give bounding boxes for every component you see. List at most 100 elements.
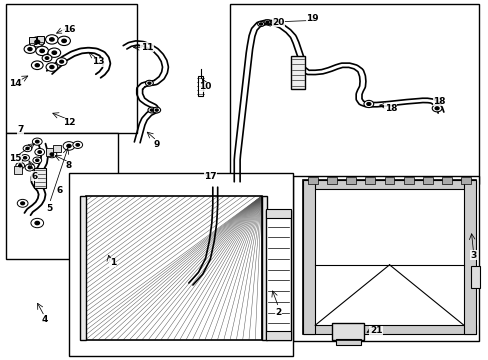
Bar <box>422 177 432 184</box>
Bar <box>290 56 305 89</box>
Circle shape <box>38 151 41 153</box>
Circle shape <box>148 82 151 84</box>
Circle shape <box>45 35 58 44</box>
Bar <box>5 134 118 259</box>
Text: 9: 9 <box>153 140 160 149</box>
Bar <box>266 209 290 218</box>
Text: 18: 18 <box>432 96 445 105</box>
Text: 15: 15 <box>9 154 21 163</box>
Bar <box>37 36 44 42</box>
Bar <box>384 177 394 184</box>
Text: 14: 14 <box>9 79 21 88</box>
Circle shape <box>26 147 29 149</box>
Circle shape <box>431 105 441 112</box>
Circle shape <box>35 221 40 225</box>
Bar <box>30 43 34 45</box>
Text: 21: 21 <box>369 326 382 335</box>
Circle shape <box>150 109 153 111</box>
Bar <box>293 176 478 341</box>
Circle shape <box>40 49 44 53</box>
Text: 17: 17 <box>203 172 216 181</box>
Text: 8: 8 <box>66 161 72 170</box>
Circle shape <box>25 164 35 171</box>
Circle shape <box>32 138 42 145</box>
Text: 18: 18 <box>384 104 396 113</box>
Text: 10: 10 <box>199 82 211 91</box>
Circle shape <box>45 57 49 59</box>
Circle shape <box>31 61 43 69</box>
Bar <box>441 177 451 184</box>
Circle shape <box>36 46 48 55</box>
Text: 3: 3 <box>469 251 476 260</box>
Circle shape <box>50 66 54 68</box>
Circle shape <box>60 60 63 63</box>
Circle shape <box>36 140 39 143</box>
Bar <box>69 173 293 356</box>
Bar <box>326 177 336 184</box>
Circle shape <box>62 39 66 42</box>
Circle shape <box>76 144 79 146</box>
Text: 20: 20 <box>272 18 284 27</box>
Circle shape <box>50 153 54 156</box>
Bar <box>461 177 470 184</box>
Circle shape <box>264 20 270 25</box>
Text: 19: 19 <box>306 14 319 23</box>
Text: 4: 4 <box>41 315 48 324</box>
Circle shape <box>265 21 268 23</box>
Circle shape <box>28 48 32 51</box>
Circle shape <box>52 51 57 54</box>
Circle shape <box>63 141 75 150</box>
Circle shape <box>48 48 61 57</box>
Bar <box>266 330 290 339</box>
Circle shape <box>47 150 57 158</box>
Bar <box>39 42 42 44</box>
Circle shape <box>363 100 373 108</box>
Circle shape <box>24 45 36 53</box>
Bar <box>198 76 203 96</box>
Text: 11: 11 <box>141 43 153 52</box>
Text: 7: 7 <box>17 125 23 134</box>
Circle shape <box>434 107 438 110</box>
Text: 13: 13 <box>92 57 104 66</box>
Bar <box>463 180 475 334</box>
Bar <box>303 180 475 189</box>
Circle shape <box>155 109 158 111</box>
Bar <box>303 180 315 334</box>
Circle shape <box>366 103 370 105</box>
Bar <box>346 177 355 184</box>
Bar <box>53 145 61 152</box>
Text: 16: 16 <box>62 25 75 34</box>
Circle shape <box>153 107 160 113</box>
Bar <box>29 37 36 44</box>
Text: 1: 1 <box>109 258 116 267</box>
Bar <box>45 148 53 156</box>
Bar <box>303 325 475 334</box>
Circle shape <box>20 154 29 161</box>
Circle shape <box>257 22 264 27</box>
Circle shape <box>33 157 41 163</box>
Circle shape <box>16 162 24 169</box>
Circle shape <box>17 199 28 207</box>
Bar <box>403 177 413 184</box>
Circle shape <box>28 166 32 169</box>
Bar <box>5 4 137 134</box>
Text: 6: 6 <box>56 186 62 195</box>
Text: 12: 12 <box>62 118 75 127</box>
Circle shape <box>30 37 44 47</box>
Text: 6: 6 <box>32 172 38 181</box>
Bar <box>331 323 363 339</box>
Circle shape <box>35 148 44 156</box>
Circle shape <box>36 159 39 161</box>
Circle shape <box>35 40 40 44</box>
Bar <box>266 211 290 339</box>
Circle shape <box>148 107 156 113</box>
Bar <box>14 166 21 174</box>
Circle shape <box>58 36 70 45</box>
Circle shape <box>20 202 24 205</box>
Bar <box>261 196 267 339</box>
Circle shape <box>73 141 82 148</box>
Circle shape <box>42 54 52 62</box>
Circle shape <box>19 165 21 167</box>
Bar <box>335 338 360 345</box>
Text: 2: 2 <box>275 308 281 317</box>
